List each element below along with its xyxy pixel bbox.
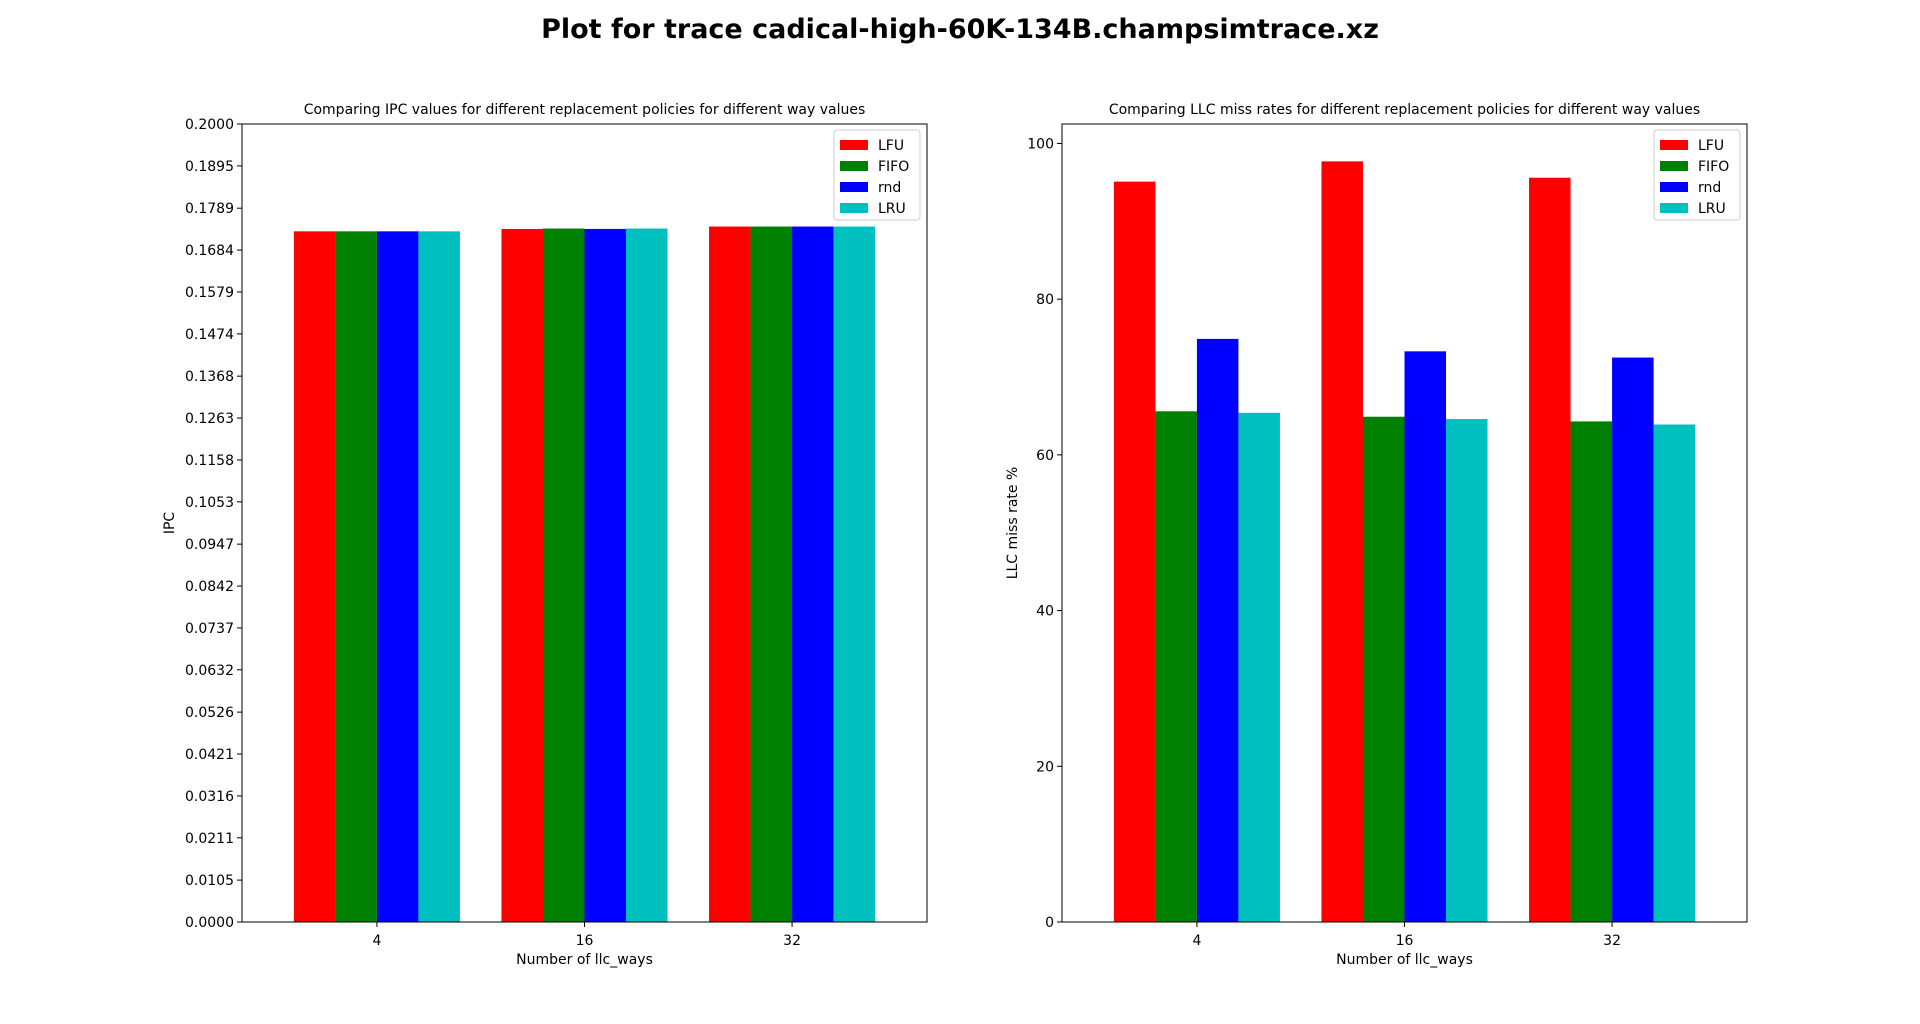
bar-lru-32: [1653, 424, 1696, 922]
x-axis-label: Number of llc_ways: [516, 952, 653, 968]
x-tick-label: 4: [372, 933, 381, 949]
y-tick-label: 60: [1036, 448, 1054, 464]
legend-label-rnd: rnd: [878, 180, 901, 196]
chart-title: Comparing LLC miss rates for different r…: [1109, 102, 1700, 118]
y-tick-label: 0.0526: [185, 705, 234, 721]
legend-swatch-lfu: [840, 140, 868, 150]
y-tick-label: 0.1895: [185, 159, 234, 175]
legend-label-lfu: LFU: [878, 138, 904, 154]
legend-swatch-lfu: [1660, 140, 1688, 150]
bar-fifo-32: [1570, 421, 1613, 922]
y-tick-label: 0.1158: [185, 453, 234, 469]
legend-box: [1653, 129, 1741, 221]
bar-rnd-32: [792, 226, 834, 923]
legend-swatch-rnd: [840, 182, 868, 192]
legend-label-fifo: FIFO: [1698, 159, 1729, 175]
y-tick-label: 0.0105: [185, 873, 234, 889]
y-tick-label: 0.1579: [185, 285, 234, 301]
y-tick-label: 40: [1036, 604, 1054, 620]
bar-fifo-4: [335, 231, 377, 922]
y-tick-label: 100: [1027, 136, 1054, 152]
figure-title: Plot for trace cadical-high-60K-134B.cha…: [541, 14, 1379, 45]
y-tick-label: 0.0737: [185, 621, 234, 637]
y-tick-label: 0.1684: [185, 243, 234, 259]
bar-lru-16: [1446, 419, 1488, 922]
chart-title: Comparing IPC values for different repla…: [304, 102, 866, 118]
bar-rnd-16: [584, 228, 627, 922]
bar-rnd-32: [1612, 357, 1654, 922]
x-tick-label: 32: [1603, 933, 1621, 949]
bar-lfu-16: [501, 228, 543, 922]
y-tick-label: 0: [1045, 915, 1054, 931]
legend-swatch-fifo: [840, 161, 868, 171]
y-tick-label: 0.0947: [185, 537, 234, 553]
bar-lfu-32: [709, 226, 751, 923]
y-tick-label: 0.2000: [185, 117, 234, 133]
x-tick-label: 4: [1192, 933, 1201, 949]
legend-label-lfu: LFU: [1698, 138, 1724, 154]
legend-label-rnd: rnd: [1698, 180, 1721, 196]
y-tick-label: 0.0421: [185, 747, 234, 763]
bar-lfu-4: [1113, 181, 1156, 923]
y-axis-label: IPC: [162, 512, 178, 535]
bar-fifo-32: [750, 226, 793, 923]
y-tick-label: 0.0000: [185, 915, 234, 931]
legend-swatch-fifo: [1660, 161, 1688, 171]
y-axis-label: LLC miss rate %: [1005, 467, 1021, 580]
legend-swatch-lru: [840, 203, 868, 213]
bar-lfu-32: [1529, 177, 1571, 923]
x-axis-label: Number of llc_ways: [1336, 952, 1473, 968]
y-tick-label: 0.1789: [185, 201, 234, 217]
y-tick-label: 0.1368: [185, 369, 234, 385]
bar-lfu-4: [293, 231, 336, 922]
bar-rnd-4: [376, 231, 419, 922]
bar-rnd-16: [1404, 351, 1447, 923]
bar-lru-32: [833, 226, 876, 923]
y-tick-label: 0.1053: [185, 495, 234, 511]
y-tick-label: 20: [1036, 759, 1054, 775]
legend-box: [833, 129, 921, 221]
y-tick-label: 0.0632: [185, 663, 234, 679]
bar-lru-4: [1238, 412, 1280, 922]
y-tick-label: 0.0211: [185, 831, 234, 847]
y-tick-label: 0.1474: [185, 327, 234, 343]
legend-swatch-lru: [1660, 203, 1688, 213]
bar-rnd-4: [1196, 338, 1239, 922]
y-tick-label: 80: [1036, 292, 1054, 308]
legend-label-lru: LRU: [1698, 201, 1726, 217]
x-tick-label: 16: [576, 933, 594, 949]
bar-fifo-4: [1155, 411, 1197, 922]
x-tick-label: 32: [783, 933, 801, 949]
bar-lru-4: [418, 231, 460, 922]
x-tick-label: 16: [1396, 933, 1414, 949]
bar-fifo-16: [1362, 416, 1405, 922]
bar-fifo-16: [542, 228, 585, 923]
legend-label-fifo: FIFO: [878, 159, 909, 175]
y-tick-label: 0.1263: [185, 411, 234, 427]
bar-lfu-16: [1321, 161, 1363, 922]
legend-label-lru: LRU: [878, 201, 906, 217]
y-tick-label: 0.0316: [185, 789, 234, 805]
y-tick-label: 0.0842: [185, 579, 234, 595]
bar-lru-16: [626, 228, 668, 923]
legend-swatch-rnd: [1660, 182, 1688, 192]
